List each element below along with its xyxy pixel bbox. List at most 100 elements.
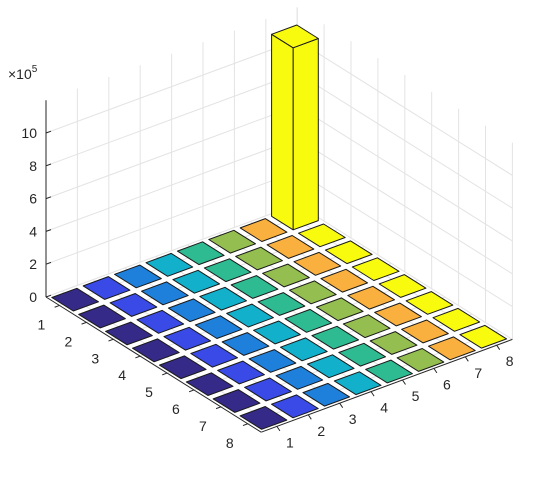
bar-top-face bbox=[405, 291, 454, 315]
bar bbox=[176, 241, 225, 266]
bar-top-face bbox=[302, 382, 351, 407]
bar-top-face bbox=[136, 309, 185, 334]
bar-top-face bbox=[374, 302, 422, 327]
bar bbox=[109, 293, 158, 317]
bar-side-face bbox=[292, 38, 319, 231]
bar bbox=[275, 365, 324, 390]
bar-top-face bbox=[351, 257, 400, 281]
bar bbox=[324, 240, 373, 265]
x-tick-label: 7 bbox=[474, 365, 482, 381]
x-tick-label: 8 bbox=[506, 353, 514, 369]
bar bbox=[203, 258, 252, 283]
y-tick-label: 5 bbox=[145, 384, 153, 400]
bar bbox=[365, 359, 413, 384]
bar-top-face bbox=[199, 286, 247, 311]
bar-top-face bbox=[266, 235, 315, 259]
bar-top-face bbox=[221, 332, 270, 356]
bar bbox=[167, 298, 216, 323]
x-tick-mark bbox=[307, 414, 312, 420]
bar-top-face bbox=[145, 252, 194, 277]
bar-top-face bbox=[172, 269, 221, 294]
bar bbox=[78, 304, 126, 329]
bar-top-face bbox=[342, 314, 391, 339]
bar-top-face bbox=[275, 365, 324, 390]
z-tick-label: 6 bbox=[29, 191, 37, 207]
x-tick-label: 4 bbox=[380, 400, 388, 416]
bar-top-face bbox=[315, 297, 364, 322]
bar-top-face bbox=[293, 251, 342, 276]
bar bbox=[342, 314, 391, 339]
bar bbox=[51, 287, 99, 312]
bar bbox=[253, 320, 301, 345]
bar-top-face bbox=[253, 320, 301, 345]
bar bbox=[338, 342, 386, 367]
bar bbox=[262, 263, 310, 288]
x-tick-label: 6 bbox=[443, 376, 451, 392]
bar bbox=[298, 223, 346, 248]
x-tick-mark bbox=[370, 391, 375, 397]
bar bbox=[190, 343, 238, 368]
bar-top-face bbox=[163, 326, 212, 351]
y-axis-line bbox=[45, 296, 262, 433]
bar-top-face bbox=[167, 298, 216, 323]
bar-top-face bbox=[396, 348, 445, 372]
bar-top-face bbox=[208, 229, 256, 254]
z-tick-label: 8 bbox=[29, 158, 37, 174]
bar bbox=[194, 315, 243, 339]
bar-top-face bbox=[239, 218, 288, 242]
bar bbox=[302, 382, 351, 407]
bar-top-face bbox=[230, 275, 279, 299]
bar-top-face bbox=[176, 241, 225, 266]
bar bbox=[158, 355, 207, 380]
y-tick-label: 6 bbox=[172, 401, 180, 417]
bar bbox=[114, 264, 162, 289]
bar bbox=[239, 406, 288, 430]
bar bbox=[306, 354, 355, 379]
bar-top-face bbox=[271, 394, 319, 419]
bars bbox=[51, 24, 508, 430]
y-tick-label: 2 bbox=[64, 333, 72, 349]
bar bbox=[217, 360, 265, 385]
y-tick-label: 7 bbox=[199, 418, 207, 434]
bar-top-face bbox=[82, 276, 131, 300]
bar bbox=[239, 218, 288, 242]
bar bbox=[248, 349, 297, 373]
bar-top-face bbox=[185, 372, 234, 396]
bar bbox=[172, 269, 221, 294]
bar bbox=[405, 291, 454, 315]
z-tick-mark bbox=[45, 196, 52, 200]
bar-top-face bbox=[141, 281, 189, 306]
y-tick-mark bbox=[188, 389, 195, 393]
z-tick-label: 10 bbox=[21, 125, 37, 141]
bar-top-face bbox=[284, 308, 333, 333]
bar-top-face bbox=[203, 258, 252, 283]
bar-top-face bbox=[378, 274, 427, 298]
y-tick-mark bbox=[54, 304, 60, 308]
z-tick-mark bbox=[45, 130, 52, 134]
bar-top-face bbox=[194, 315, 243, 339]
bar-top-face bbox=[365, 359, 413, 384]
bar-top-face bbox=[262, 263, 310, 288]
bar-top-face bbox=[320, 268, 369, 293]
bar bbox=[136, 309, 185, 334]
bar bbox=[347, 285, 395, 310]
y-tick-label: 8 bbox=[226, 435, 234, 451]
bar bbox=[141, 281, 189, 306]
y-tick-mark bbox=[81, 321, 87, 325]
bar bbox=[132, 338, 180, 363]
bar-side-face bbox=[271, 33, 294, 231]
bar bbox=[199, 286, 247, 311]
bar-top-face bbox=[78, 304, 126, 329]
bar-top-face bbox=[109, 293, 158, 317]
bar bbox=[221, 332, 270, 356]
bar bbox=[266, 235, 315, 259]
bar bbox=[208, 229, 256, 254]
bar-top-face bbox=[432, 307, 481, 332]
z-tick-mark bbox=[45, 229, 52, 232]
bar-top-face bbox=[324, 240, 373, 265]
bar bbox=[428, 336, 476, 361]
bar bbox=[284, 308, 333, 333]
bar bbox=[212, 389, 261, 413]
z-tick-label: 4 bbox=[29, 223, 37, 239]
z-tick-mark bbox=[45, 261, 52, 265]
